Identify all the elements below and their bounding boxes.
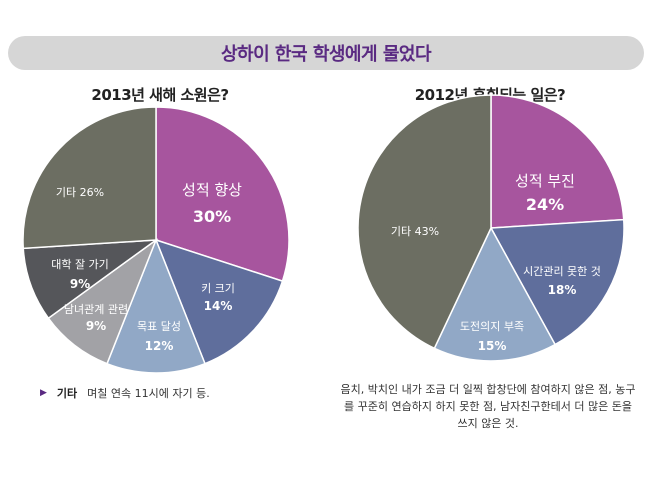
slice-value-label: 12%: [145, 339, 174, 353]
slice-value-label: 30%: [193, 207, 231, 226]
note-left-key: 기타: [56, 387, 78, 400]
slice-value-label: 18%: [548, 283, 577, 297]
slice-label: 기타 43%: [391, 225, 439, 238]
slice-label: 남녀관계 관련: [64, 303, 128, 316]
pie-slice: [106, 237, 206, 374]
pie-slice: [154, 238, 284, 365]
slice-label: 성적 부진: [515, 172, 575, 190]
slice-value-label: 15%: [478, 339, 507, 353]
slice-label: 키 크기: [201, 282, 235, 295]
pie-slice: [433, 226, 557, 362]
slice-label: 목표 달성: [137, 320, 181, 333]
pie-slice: [22, 106, 157, 250]
note-left: ▶ 기타 며칠 연속 11시에 자기 등.: [40, 385, 210, 401]
triangle-bullet-icon: ▶: [40, 388, 47, 398]
chart1-title: 2013년 새해 소원은?: [91, 86, 229, 104]
slice-value-label: 9%: [70, 277, 90, 291]
slice-label: 시간관리 못한 것: [523, 265, 601, 278]
slice-value-label: 14%: [204, 299, 233, 313]
pie-slice: [489, 218, 625, 346]
note-right: 음치, 박치인 내가 조금 더 일찍 합창단에 참여하지 않은 점, 농구를 꾸…: [340, 383, 636, 430]
slice-label: 성적 향상: [182, 181, 242, 199]
note-left-text: 며칠 연속 11시에 자기 등.: [87, 387, 210, 400]
pie-slice: [155, 106, 290, 283]
pie-slice: [490, 94, 625, 229]
slice-value-label: 9%: [86, 319, 106, 333]
slice-value-label: 24%: [526, 195, 564, 214]
slice-label: 대학 잘 가기: [51, 258, 109, 271]
slice-label: 도전의지 부족: [460, 320, 524, 333]
pie-slice: [357, 94, 492, 350]
title-banner: 상하이 한국 학생에게 물었다: [8, 36, 644, 70]
slice-label: 기타 26%: [56, 186, 104, 199]
banner-title: 상하이 한국 학생에게 물었다: [220, 44, 432, 65]
